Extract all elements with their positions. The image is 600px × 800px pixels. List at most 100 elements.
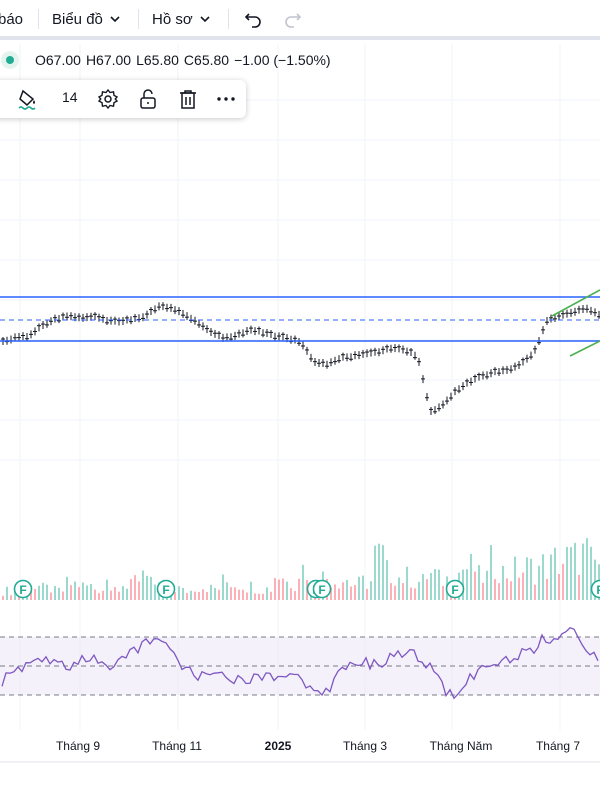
settings-icon	[97, 88, 119, 110]
volume-bar	[394, 585, 396, 600]
volume-bar	[82, 582, 84, 600]
volume-bar	[430, 573, 432, 600]
fill-color-button[interactable]	[16, 87, 40, 111]
volume-bar	[594, 559, 596, 600]
dividend-marker[interactable]	[156, 579, 176, 599]
volume-bar	[410, 587, 412, 600]
volume-bar	[518, 577, 520, 600]
volume-bar	[206, 591, 208, 600]
volume-bar	[502, 565, 504, 600]
volume-bar	[390, 583, 392, 600]
volume-bar	[478, 565, 480, 600]
volume-bar	[374, 545, 376, 600]
lock-button[interactable]	[136, 87, 160, 111]
delete-button[interactable]	[176, 87, 200, 111]
volume-bar	[46, 584, 48, 600]
volume-bar	[230, 587, 232, 600]
drawing-toolbar: 14	[0, 80, 246, 118]
volume-bar	[586, 538, 588, 600]
volume-bar	[150, 576, 152, 600]
chevron-down-icon	[200, 16, 210, 23]
volume-bar	[118, 591, 120, 600]
volume-bar	[334, 584, 336, 600]
x-axis-label: Tháng Năm	[430, 739, 493, 753]
trend-line-lower[interactable]	[569, 340, 600, 357]
trash-icon	[180, 90, 196, 109]
volume-bar	[142, 570, 144, 600]
volume-bar	[186, 593, 188, 600]
redo-icon[interactable]	[283, 9, 303, 29]
dividend-marker[interactable]	[312, 579, 332, 599]
volume-bar	[38, 585, 40, 600]
volume-bar	[174, 592, 176, 600]
volume-bar	[378, 543, 380, 600]
volume-bar	[66, 576, 68, 600]
volume-bar	[418, 581, 420, 600]
more-button[interactable]	[214, 87, 238, 111]
legend-low: L65.80	[136, 52, 179, 68]
volume-bar	[570, 547, 572, 600]
profile-menu-label: Hồ sơ	[152, 10, 193, 28]
volume-bar	[526, 557, 528, 600]
dividend-marker-label: F	[162, 583, 169, 597]
market-status-dot[interactable]	[1, 51, 19, 69]
volume-bar	[338, 588, 340, 600]
volume-bar	[438, 569, 440, 600]
legend-open: O67.00	[35, 52, 81, 68]
volume-bar	[14, 590, 16, 600]
volume-bar	[222, 574, 224, 600]
undo-icon[interactable]	[243, 9, 263, 29]
top-toolbar: báo Biểu đồ Hồ sơ	[0, 0, 600, 40]
trend-line-upper[interactable]	[551, 289, 600, 317]
volume-bar	[138, 581, 140, 600]
dividend-marker[interactable]	[445, 579, 465, 599]
line-width-value[interactable]: 14	[62, 89, 78, 105]
volume-bar	[582, 543, 584, 600]
rsi-line[interactable]	[1, 627, 599, 700]
dividend-marker-label: F	[451, 583, 458, 597]
volume-bar	[182, 587, 184, 600]
volume-bar	[70, 585, 72, 600]
volume-bar	[522, 572, 524, 600]
volume-bar	[130, 579, 132, 600]
volume-bar	[226, 582, 228, 600]
dividend-marker[interactable]	[13, 579, 33, 599]
volume-bar	[546, 578, 548, 600]
volume-bar	[554, 547, 556, 600]
profile-menu-button[interactable]: Hồ sơ	[152, 0, 211, 38]
volume-bar	[538, 565, 540, 600]
volume-bar	[34, 588, 36, 600]
volume-bar	[350, 586, 352, 600]
volume-bar	[474, 571, 476, 600]
volume-bar	[6, 586, 8, 600]
volume-bar	[210, 584, 212, 600]
volume-bar	[286, 581, 288, 600]
volume-bar	[238, 589, 240, 600]
volume-bar	[234, 587, 236, 600]
chart-menu-button[interactable]: Biểu đồ	[52, 0, 121, 38]
volume-bar	[398, 577, 400, 600]
x-axis-label: 2025	[265, 739, 292, 753]
volume-bar	[178, 586, 180, 600]
volume-bar	[2, 595, 4, 600]
volume-bar	[198, 592, 200, 600]
volume-bar	[574, 542, 576, 600]
legend-high: H67.00	[85, 52, 132, 68]
dividend-marker[interactable]	[590, 579, 600, 599]
chevron-down-icon	[110, 16, 120, 23]
settings-button[interactable]	[96, 87, 120, 111]
volume-bar	[78, 587, 80, 600]
volume-bar	[330, 587, 332, 600]
volume-bar	[490, 545, 492, 600]
volume-bar	[106, 579, 108, 600]
volume-bar	[534, 584, 536, 600]
alert-button-label: báo	[0, 10, 24, 28]
toolbar-divider	[138, 9, 139, 29]
volume-bar	[90, 583, 92, 600]
volume-bar	[298, 578, 300, 600]
volume-bar	[282, 578, 284, 600]
alert-button[interactable]: báo	[0, 0, 23, 38]
volume-bar	[218, 589, 220, 600]
